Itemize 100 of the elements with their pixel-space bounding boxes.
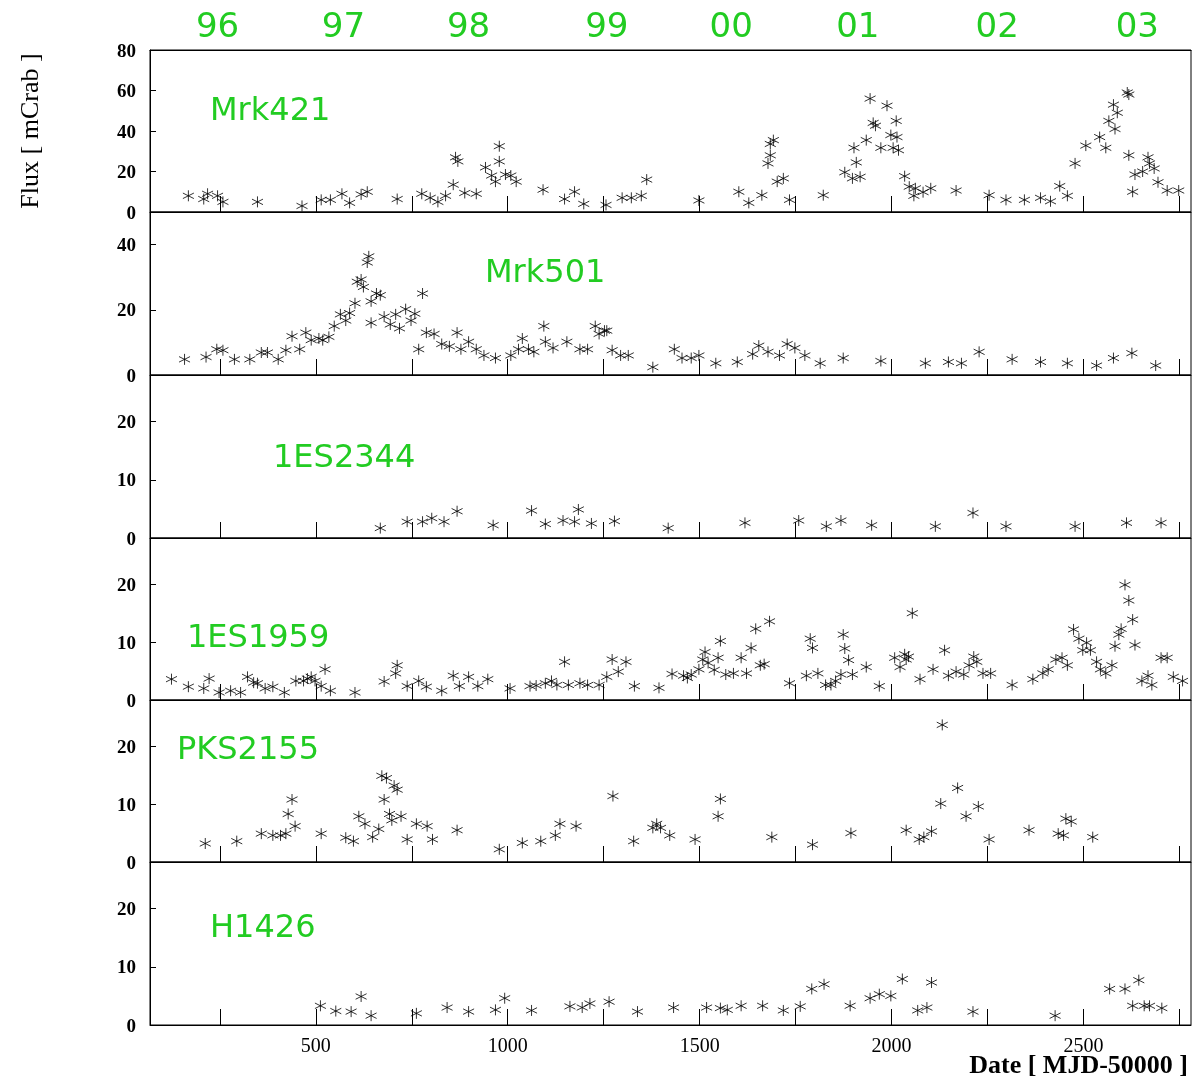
point bbox=[1049, 1009, 1062, 1022]
y-tick-label: 20 bbox=[117, 411, 136, 433]
point bbox=[557, 514, 570, 527]
point bbox=[1120, 516, 1133, 529]
point bbox=[498, 992, 511, 1005]
point bbox=[355, 990, 368, 1003]
x2-tick-label: 03 bbox=[1115, 5, 1159, 45]
point bbox=[451, 505, 464, 518]
x-tick-label: 1500 bbox=[679, 1034, 720, 1056]
point bbox=[1118, 982, 1131, 995]
point bbox=[563, 1000, 576, 1013]
x-tick-label: 1000 bbox=[487, 1034, 528, 1056]
text: PKS2155 bbox=[177, 729, 320, 767]
point bbox=[568, 515, 581, 528]
point bbox=[662, 522, 675, 535]
point bbox=[583, 997, 596, 1010]
y-tick-label: 20 bbox=[117, 161, 136, 182]
point bbox=[462, 1005, 475, 1018]
x-tick-label: 2000 bbox=[871, 1034, 912, 1056]
point bbox=[603, 995, 616, 1008]
point bbox=[738, 516, 751, 529]
y-tick-label: 10 bbox=[117, 793, 136, 815]
point bbox=[735, 999, 748, 1012]
point bbox=[1132, 974, 1145, 987]
point bbox=[865, 519, 878, 532]
x2-tick-label: 99 bbox=[585, 5, 629, 45]
point bbox=[794, 1000, 807, 1013]
point bbox=[1069, 520, 1082, 533]
point bbox=[489, 1003, 502, 1016]
point bbox=[329, 1005, 342, 1018]
point bbox=[365, 1009, 378, 1022]
y-tick-label: 0 bbox=[126, 851, 136, 873]
y-axis-title: Flux [ mCrab ] bbox=[14, 53, 44, 209]
y-tick-label: 10 bbox=[117, 469, 136, 491]
x-tick-label: 500 bbox=[300, 1034, 331, 1056]
point bbox=[864, 992, 877, 1005]
x2-tick-label: 97 bbox=[321, 5, 366, 45]
point bbox=[314, 999, 327, 1012]
point bbox=[631, 1005, 644, 1018]
y-tick-label: 0 bbox=[126, 201, 136, 223]
text: Mrk421 bbox=[210, 90, 331, 128]
point bbox=[1126, 999, 1139, 1012]
x2-tick-label: 02 bbox=[975, 5, 1019, 45]
point bbox=[834, 514, 847, 527]
point bbox=[873, 988, 886, 1001]
point bbox=[374, 522, 387, 535]
y-tick-label: 40 bbox=[117, 234, 136, 256]
y-tick-label: 0 bbox=[126, 364, 136, 386]
x2-tick-label: 96 bbox=[195, 5, 240, 45]
point bbox=[1155, 1002, 1168, 1015]
y-tick-label: 10 bbox=[117, 631, 136, 653]
point bbox=[911, 1004, 924, 1017]
y-tick-label: 0 bbox=[126, 527, 136, 549]
point bbox=[487, 519, 500, 532]
text: H1426 bbox=[210, 907, 316, 945]
y-tick-label: 20 bbox=[117, 735, 136, 757]
point bbox=[999, 520, 1012, 533]
point bbox=[792, 514, 805, 527]
point bbox=[416, 515, 429, 528]
point bbox=[667, 1001, 680, 1014]
y-tick-label: 20 bbox=[117, 898, 136, 920]
point bbox=[425, 512, 438, 525]
x2-tick-label: 00 bbox=[709, 5, 753, 45]
point bbox=[525, 1004, 538, 1017]
point bbox=[805, 982, 818, 995]
point bbox=[539, 518, 552, 531]
point bbox=[777, 1004, 790, 1017]
point bbox=[441, 1001, 454, 1014]
point bbox=[345, 1005, 358, 1018]
y-tick-label: 40 bbox=[117, 120, 136, 142]
point bbox=[756, 999, 769, 1012]
y-tick-label: 20 bbox=[117, 299, 136, 321]
point bbox=[572, 503, 585, 516]
point bbox=[920, 1001, 933, 1014]
point bbox=[576, 1001, 589, 1014]
y-tick-label: 0 bbox=[126, 1014, 136, 1036]
x2-tick-label: 01 bbox=[836, 5, 880, 45]
x2-tick-label: 98 bbox=[446, 5, 491, 45]
point bbox=[401, 515, 414, 528]
point bbox=[525, 504, 538, 517]
point bbox=[608, 515, 621, 528]
text: Mrk501 bbox=[485, 252, 606, 290]
text: 1ES1959 bbox=[187, 617, 330, 655]
y-tick-label: 10 bbox=[117, 956, 136, 978]
y-tick-label: 60 bbox=[117, 80, 136, 101]
point bbox=[966, 1005, 979, 1018]
y-tick-label: 0 bbox=[126, 689, 136, 711]
point bbox=[700, 1001, 713, 1014]
point bbox=[818, 978, 831, 991]
point bbox=[884, 989, 897, 1002]
point bbox=[410, 1007, 423, 1020]
point bbox=[1103, 982, 1116, 995]
point bbox=[896, 973, 909, 986]
y-tick-label: 80 bbox=[117, 39, 136, 61]
point bbox=[925, 976, 938, 989]
point bbox=[438, 515, 451, 528]
y-tick-label: 20 bbox=[117, 573, 136, 595]
point bbox=[844, 999, 857, 1012]
point bbox=[929, 520, 942, 533]
point bbox=[820, 520, 833, 533]
